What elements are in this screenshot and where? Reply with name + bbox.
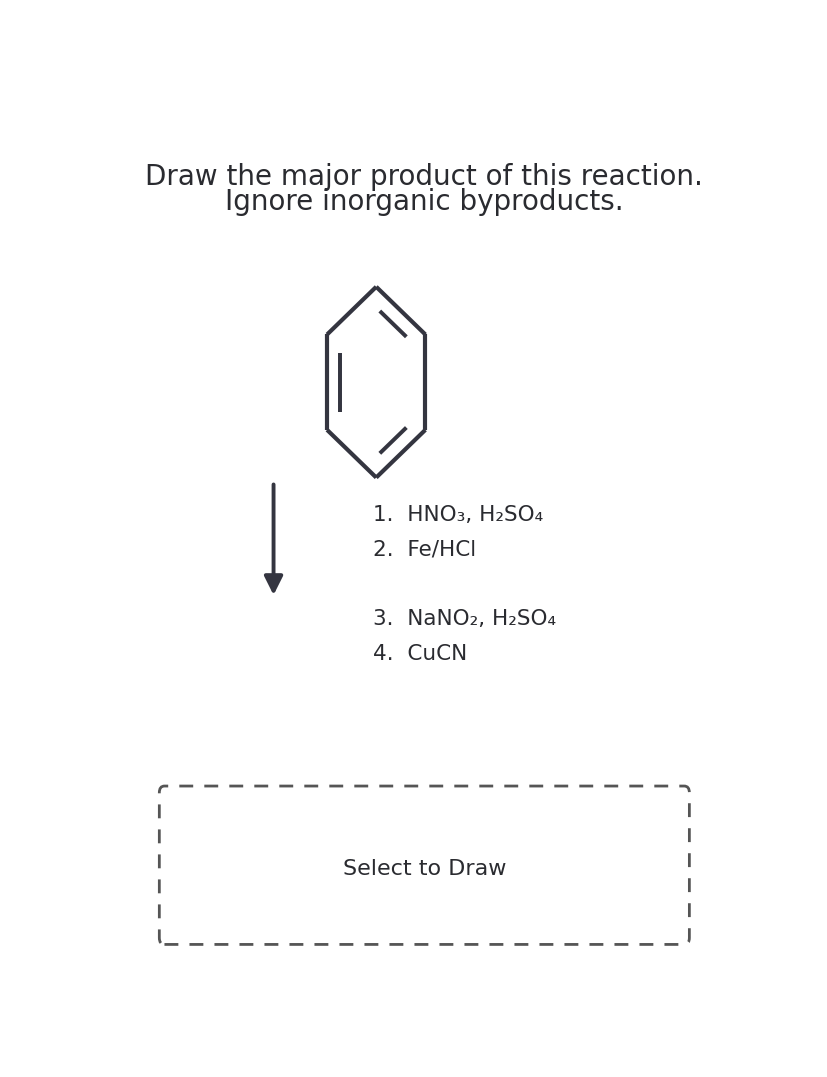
Text: 2.  Fe/HCl: 2. Fe/HCl [372, 540, 476, 560]
Text: 3.  NaNO₂, H₂SO₄: 3. NaNO₂, H₂SO₄ [372, 610, 556, 629]
Text: Ignore inorganic byproducts.: Ignore inorganic byproducts. [225, 188, 623, 216]
Text: Select to Draw: Select to Draw [342, 859, 505, 879]
Text: Draw the major product of this reaction.: Draw the major product of this reaction. [146, 163, 702, 191]
Text: 1.  HNO₃, H₂SO₄: 1. HNO₃, H₂SO₄ [372, 505, 543, 524]
Text: 4.  CuCN: 4. CuCN [372, 644, 466, 665]
